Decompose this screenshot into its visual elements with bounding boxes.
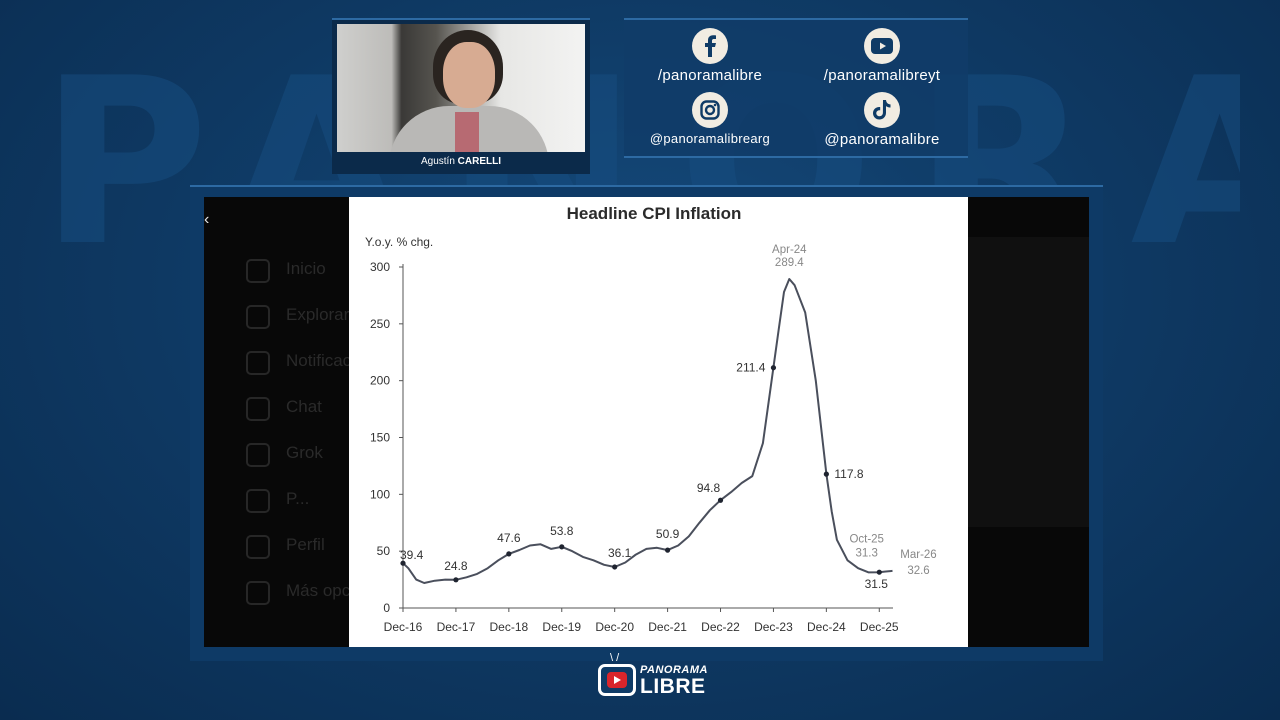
background-menu-item: Grok: [286, 443, 323, 462]
presenter-video: [337, 24, 585, 152]
data-point: [506, 551, 512, 557]
y-tick-label: 100: [370, 487, 390, 501]
y-tick-label: 300: [370, 260, 390, 274]
y-tick-label: 250: [370, 317, 390, 331]
x-tick-label: Dec-16: [384, 620, 423, 634]
x-tick-label: Dec-23: [754, 620, 793, 634]
background-menu-icon: [246, 397, 270, 421]
data-point: [400, 560, 406, 566]
background-menu-item: Perfil: [286, 535, 325, 554]
data-point: [453, 577, 459, 583]
tv-play-icon: [598, 664, 636, 696]
background-menu-icon: [246, 489, 270, 513]
presenter-first-name: Agustín: [420, 156, 455, 167]
data-points: 39.4 24.8 47.6 53.8 36.1 50.9 94.8 211.4 117.8 31…: [400, 361, 888, 591]
x-tick-label: Dec-20: [595, 620, 634, 634]
x-tick-label: Dec-22: [701, 620, 740, 634]
social-links-panel: /panoramalibre /panoramalibreyt @panoram…: [624, 18, 968, 158]
annotation-value: 289.4: [775, 257, 804, 269]
data-point: [876, 569, 882, 575]
panorama-libre-logo: \ / PANORAMA LIBRE: [598, 652, 708, 704]
annotation-value: 31.3: [856, 547, 878, 559]
series-line: [402, 278, 893, 584]
instagram-icon: [692, 92, 728, 128]
logo-text-bottom: LIBRE: [640, 675, 706, 698]
background-menu-item: Inicio: [286, 259, 326, 278]
data-label: 94.8: [697, 481, 721, 495]
antenna-icon: \ /: [610, 652, 620, 664]
x-tick-label: Dec-24: [807, 620, 846, 634]
chart-title: Headline CPI Inflation: [567, 204, 742, 223]
facebook-icon: [692, 28, 728, 64]
annotation-label: Mar-26: [900, 549, 936, 561]
x-tick-label: Dec-18: [489, 620, 528, 634]
data-point: [717, 497, 724, 503]
tiktok-handle: @panoramalibre: [824, 131, 940, 148]
background-menu-icon: [246, 535, 270, 559]
y-tick-label: 50: [377, 544, 391, 558]
background-app-panel: [968, 237, 1089, 527]
y-tick-label: 150: [370, 431, 390, 445]
annotation-label: Oct-25: [849, 533, 884, 545]
data-point: [559, 544, 565, 550]
chart-image: Headline CPI Inflation Y.o.y. % chg. 0 50…: [349, 197, 968, 647]
data-point: [770, 365, 777, 371]
data-label: 117.8: [834, 467, 863, 481]
y-axis-label: Y.o.y. % chg.: [365, 235, 433, 249]
data-label: 36.1: [608, 546, 632, 560]
annotation-label: Apr-24: [772, 244, 807, 256]
data-point: [665, 547, 671, 553]
youtube-icon: [864, 28, 900, 64]
x-tick-label: Dec-25: [860, 620, 899, 634]
logo-text-top: PANORAMA: [640, 664, 708, 676]
background-menu-icon: [246, 305, 270, 329]
background-menu-icon: [246, 351, 270, 375]
x-tick-label: Dec-21: [648, 620, 687, 634]
back-chevron-icon[interactable]: ‹: [204, 211, 210, 228]
background-menu-item: Explorar: [286, 305, 350, 324]
social-tiktok[interactable]: @panoramalibre: [796, 92, 968, 148]
data-label: 39.4: [400, 548, 424, 562]
social-youtube[interactable]: /panoramalibreyt: [796, 28, 968, 84]
presenter-last-name: CARELLI: [457, 156, 502, 167]
youtube-handle: /panoramalibreyt: [823, 67, 941, 84]
data-label: 50.9: [656, 527, 680, 541]
background-menu-icon: [246, 443, 270, 467]
background-menu-icon: [246, 581, 270, 605]
presenter-camera-panel: Agustín CARELLI: [332, 18, 590, 174]
social-instagram[interactable]: @panoramalibrearg: [624, 92, 796, 146]
y-tick-label: 200: [370, 374, 390, 388]
y-tick-label: 0: [383, 601, 390, 615]
background-menu-item: P...: [286, 489, 310, 508]
data-label: 24.8: [444, 559, 468, 573]
x-tick-label: Dec-17: [437, 620, 476, 634]
x-tick-label: Dec-19: [542, 620, 581, 634]
facebook-handle: /panoramalibre: [657, 67, 763, 84]
cpi-line-chart: Headline CPI Inflation Y.o.y. % chg. 0 50…: [365, 204, 937, 634]
social-facebook[interactable]: /panoramalibre: [624, 28, 796, 84]
chart-axes: [402, 264, 893, 609]
background-menu-item: Chat: [286, 397, 322, 416]
data-label: 47.6: [497, 531, 521, 545]
presenter-name: Agustín CARELLI: [332, 156, 590, 167]
data-label: 31.5: [865, 577, 889, 591]
background-menu-icon: [246, 259, 270, 283]
data-label: 53.8: [550, 524, 574, 538]
data-point: [612, 564, 618, 570]
data-point: [823, 471, 829, 477]
instagram-handle: @panoramalibrearg: [649, 131, 771, 146]
annotation-value: 32.6: [907, 565, 929, 577]
tiktok-icon: [864, 92, 900, 128]
chart-ticks: 0 50 100 150 200 250 300 Dec-16 Dec-17 Dec-18 Dec-…: [370, 260, 899, 634]
data-label: 211.4: [736, 361, 765, 375]
